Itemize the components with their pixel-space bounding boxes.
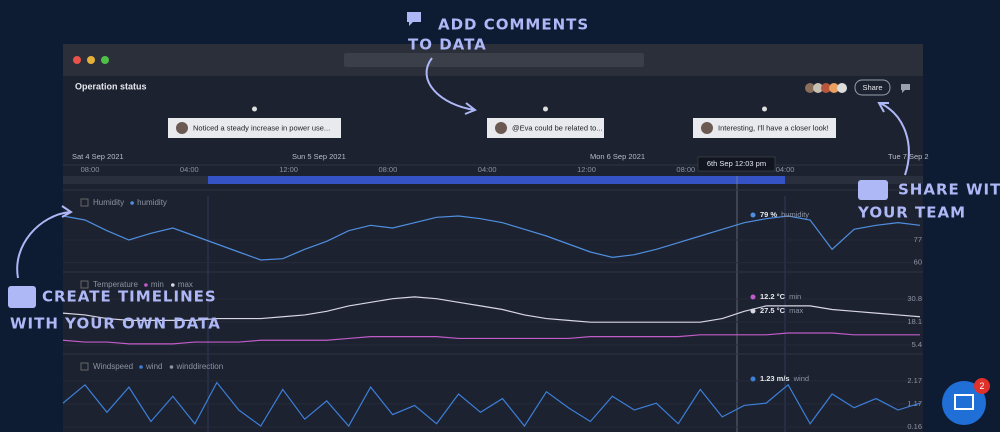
readout-value: 79 %	[760, 210, 777, 219]
tooltip-text: 6th Sep 12:03 pm	[707, 159, 766, 168]
comment-avatar	[701, 122, 713, 134]
comment-avatar	[176, 122, 188, 134]
hour-label: 08:00	[81, 165, 100, 174]
app-title: Operation status	[75, 81, 147, 91]
readout-dot	[750, 308, 756, 314]
panel-checkbox	[80, 198, 89, 207]
readout-name: wind	[793, 374, 809, 383]
chat-button[interactable]	[942, 381, 986, 425]
app-window	[63, 44, 923, 432]
comment-pin	[543, 106, 548, 112]
legend-dot	[139, 365, 143, 369]
readout-dot	[750, 376, 756, 382]
comment-box[interactable]	[487, 118, 604, 138]
day-label: Sun 5 Sep 2021	[292, 152, 346, 161]
readout-value: 1.23 m/s	[760, 374, 790, 383]
comment-avatar	[495, 122, 507, 134]
chat-badge	[974, 378, 990, 394]
day-label: Mon 6 Sep 2021	[590, 152, 645, 161]
series-line	[62, 215, 921, 261]
annotation: ADD COMMENTS	[438, 16, 589, 34]
share-button[interactable]	[854, 79, 891, 96]
series-line	[62, 296, 921, 323]
legend-label: max	[178, 280, 193, 289]
day-label: Sat 4 Sep 2021	[72, 152, 124, 161]
annotation-icon	[858, 180, 888, 200]
y-tick-label: 30.8	[907, 294, 922, 303]
series-line	[62, 332, 920, 345]
annotation: YOUR TEAM	[857, 204, 966, 222]
annotation: CREATE TIMELINES	[42, 288, 217, 306]
legend-label: humidity	[137, 198, 167, 207]
legend-label: winddirection	[175, 362, 223, 371]
legend-label: wind	[145, 362, 162, 371]
timeline-selection[interactable]	[208, 176, 785, 184]
y-tick-label: 18.1	[907, 317, 922, 326]
chat-badge-count: 2	[979, 381, 984, 391]
y-tick-label: 60	[914, 258, 922, 267]
readout-value: 27.5 °C	[760, 306, 786, 315]
y-tick-label: 2.17	[907, 376, 922, 385]
hour-label: 12:00	[279, 165, 298, 174]
comment-text: @Eva could be related to...	[512, 123, 603, 132]
readout-name: max	[789, 306, 803, 315]
panel-label: Windspeed	[93, 362, 133, 371]
annotation-arrow	[425, 57, 477, 115]
annotation-icon	[8, 286, 36, 308]
comment-icon[interactable]	[901, 84, 910, 93]
comment-pin	[252, 106, 257, 112]
chat-icon[interactable]	[954, 394, 974, 410]
readout-value: 12.2 °C	[760, 292, 786, 301]
readout-dot	[750, 294, 756, 300]
readout-dot	[750, 212, 756, 218]
panel-checkbox	[80, 362, 89, 371]
y-tick-label: 1.17	[907, 399, 922, 408]
legend-dot	[171, 283, 175, 287]
hour-label: 04:00	[776, 165, 795, 174]
dot	[73, 56, 81, 64]
y-tick-label: 0.16	[907, 422, 922, 431]
comment-box[interactable]	[693, 118, 836, 138]
annotation: TO DATA	[408, 36, 487, 54]
comment-pin	[762, 106, 767, 112]
dot	[101, 56, 109, 64]
hour-label: 08:00	[676, 165, 695, 174]
panel-label: Temperature	[93, 280, 138, 289]
avatars	[805, 83, 847, 93]
legend-dot	[130, 201, 134, 205]
annotation-icon	[407, 12, 421, 26]
share-label[interactable]: Share	[862, 83, 882, 92]
hour-label: 04:00	[180, 165, 199, 174]
hour-label: 08:00	[379, 165, 398, 174]
legend-label: min	[151, 280, 164, 289]
hour-label: 04:00	[478, 165, 497, 174]
annotation-arrow	[16, 205, 73, 279]
series-line	[62, 381, 921, 428]
panel-checkbox	[80, 280, 89, 289]
dot	[87, 56, 95, 64]
panel-label: Humidity	[93, 198, 124, 207]
hour-label: 12:00	[577, 165, 596, 174]
y-tick-label: 77	[914, 235, 922, 244]
legend-dot	[169, 365, 174, 369]
comment-text: Interesting, I'll have a closer look!	[718, 123, 829, 132]
legend-dot	[144, 283, 148, 287]
annotation-arrow	[877, 102, 910, 176]
tooltip	[697, 156, 776, 172]
url-bar	[344, 53, 644, 67]
annotation: WITH YOUR OWN DATA	[10, 315, 221, 333]
comment-box[interactable]	[168, 118, 341, 138]
y-tick-label: 5.4	[912, 340, 922, 349]
readout-name: humidity	[781, 210, 809, 219]
readout-name: min	[789, 292, 801, 301]
annotation: SHARE WITH	[898, 181, 1000, 199]
comment-text: Noticed a steady increase in power use..…	[193, 123, 330, 132]
